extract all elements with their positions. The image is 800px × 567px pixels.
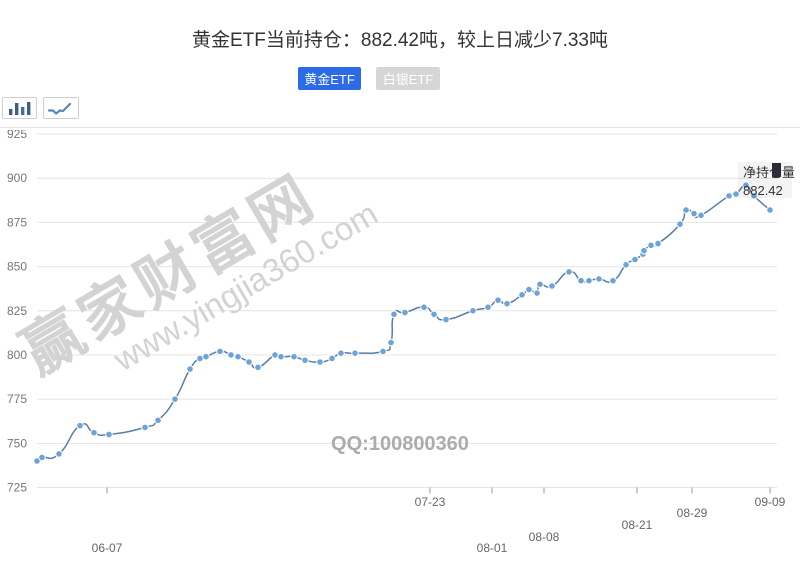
svg-text:800: 800 (7, 348, 27, 362)
svg-text:875: 875 (7, 215, 27, 229)
svg-text:09-09: 09-09 (755, 495, 786, 509)
svg-text:07-23: 07-23 (415, 495, 446, 509)
svg-text:08-21: 08-21 (622, 518, 653, 532)
svg-text:06-07: 06-07 (92, 541, 123, 555)
svg-text:08-08: 08-08 (529, 530, 560, 544)
svg-text:08-29: 08-29 (677, 506, 708, 520)
svg-text:925: 925 (7, 130, 27, 141)
svg-text:825: 825 (7, 304, 27, 318)
svg-text:850: 850 (7, 260, 27, 274)
svg-text:900: 900 (7, 171, 27, 185)
svg-text:725: 725 (7, 481, 27, 495)
svg-text:08-01: 08-01 (477, 541, 508, 555)
svg-text:775: 775 (7, 392, 27, 406)
